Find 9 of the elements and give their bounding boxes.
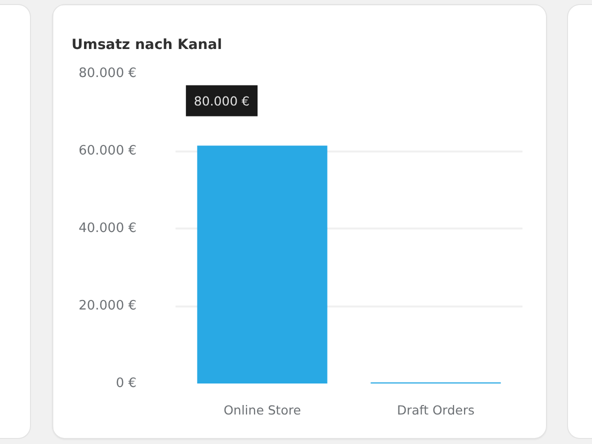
y-tick-label: 20.000 €: [78, 298, 136, 314]
chart-title: Umsatz nach Kanal: [72, 37, 222, 53]
x-tick-label: Draft Orders: [396, 402, 475, 418]
y-tick-label: 0 €: [116, 376, 137, 391]
y-tick-label: 40.000 €: [78, 221, 136, 236]
y-tick-label: 60.000 €: [78, 144, 136, 158]
x-tick-label: Online Store: [224, 402, 302, 418]
y-tick-label: 80.000 €: [78, 66, 136, 81]
annotation: 80.000 €: [194, 93, 250, 108]
